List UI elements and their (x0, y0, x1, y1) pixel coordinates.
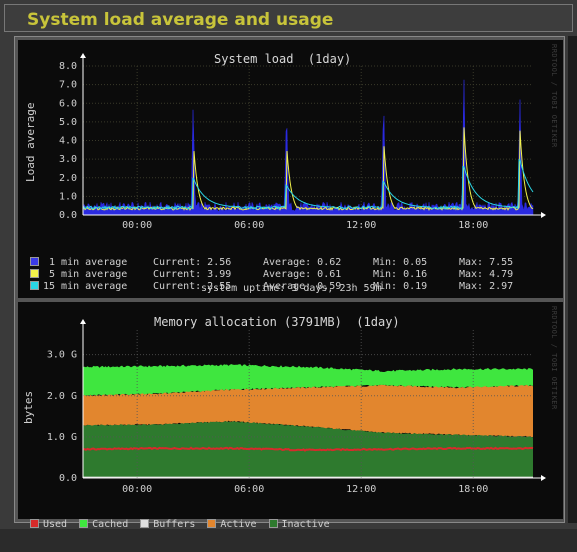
legend-swatch (207, 518, 217, 528)
mem-x-tick: 00:00 (122, 484, 152, 495)
load-legend-min: Min: 0.19 (373, 281, 428, 292)
load-legend-current: Current: 3.99 (153, 269, 232, 280)
load-legend-current: Current: 2.55 (153, 281, 232, 292)
mem-x-tick: 12:00 (346, 484, 376, 495)
mem-legend-item: Buffers (140, 518, 196, 530)
mem-legend-item: Inactive (268, 518, 330, 530)
legend-swatch (30, 256, 39, 266)
window: System load average and usage System loa… (0, 0, 577, 530)
mem-y-tick: 0.0 (59, 473, 77, 484)
mem-y-tick: 2.0 G (47, 391, 77, 402)
load-legend-max: Max: 2.97 (459, 281, 514, 292)
mem-used-line (82, 446, 534, 452)
mem-active-area (83, 384, 533, 438)
load-legend-average: Average: 0.61 (263, 269, 342, 280)
load-legend-display_name: 5 min average (43, 269, 128, 280)
mem-legend-item: Cached (79, 518, 129, 530)
load-x-tick: 00:00 (122, 220, 152, 231)
load-legend-display_name: 15 min average (43, 281, 128, 292)
load-x-tick: 12:00 (346, 220, 376, 231)
section-header: System load average and usage (4, 4, 573, 32)
load-legend-max: Max: 4.79 (459, 269, 514, 280)
mem-cached-area (83, 364, 533, 397)
memory-chart-svg: 0.0 1.0 G 2.0 G 3.0 G 00:00 06:00 12:00 18:00 (47, 319, 546, 495)
mem-y-arrow (80, 319, 86, 324)
load-y-tick: 7.0 (59, 80, 77, 91)
legend-swatch (140, 518, 150, 528)
mem-legend-label: Buffers (153, 519, 196, 530)
legend-swatch (268, 518, 278, 528)
load-graph-title: System load (1day) (214, 52, 352, 66)
load-y-tick: 8.0 (59, 61, 77, 72)
load-y-tick: 0.0 (59, 210, 77, 221)
load-legend-min: Min: 0.05 (373, 257, 428, 268)
legend-swatch (30, 518, 39, 528)
load-legend-max: Max: 7.55 (459, 257, 514, 268)
scroll-gutter (568, 36, 577, 523)
legend-swatch (30, 280, 39, 290)
load-y-tick: 5.0 (59, 117, 77, 128)
uptime-text: system uptime: 3 days, 23h 59m (201, 283, 382, 294)
mem-legend-label: Active (220, 519, 257, 530)
load-x-tick: 18:00 (458, 220, 488, 231)
mem-y-tick: 3.0 G (47, 350, 77, 361)
load-legend-current: Current: 2.56 (153, 257, 232, 268)
load-y-tick: 2.0 (59, 173, 77, 184)
load-y-arrow (80, 53, 86, 58)
load-y-tick: 6.0 (59, 98, 77, 109)
load-legend-row: 15 min average Current: 2.55 Average: 0.59… (30, 280, 539, 293)
load-legend: 1 min average Current: 2.56 Average: 0.62 M… (30, 235, 539, 315)
section-title: System load average and usage (27, 10, 334, 30)
mem-legend-label: Cached (92, 519, 129, 530)
load-chart-svg: 0.0 1.0 2.0 3.0 4.0 5.0 6.0 7.0 8.0 00:00 06:00 12:… (59, 53, 546, 231)
load-15min-line (82, 159, 534, 211)
memory-legend: Used Cached Buffers Active Inactive (30, 497, 342, 552)
load-average-graph[interactable]: System load (1day) Load average RRDTOOL … (18, 40, 563, 298)
memory-graph-title: Memory allocation (3791MB) (1day) (154, 315, 400, 329)
load-legend-display_name: 1 min average (43, 257, 128, 268)
mem-legend-item: Used (30, 518, 68, 530)
load-x-tick: 06:00 (234, 220, 264, 231)
legend-swatch (79, 518, 89, 528)
mem-legend-item: Active (207, 518, 257, 530)
load-y-tick: 3.0 (59, 154, 77, 165)
legend-swatch (30, 268, 39, 278)
mem-legend-label: Used (43, 519, 68, 530)
load-x-arrow (541, 212, 546, 218)
load-legend-row: 5 min average Current: 3.99 Average: 0.61 M… (30, 268, 539, 281)
load-5min-line (82, 127, 534, 212)
load-legend-average: Average: 0.59 (263, 281, 342, 292)
memory-allocation-graph[interactable]: Memory allocation (3791MB) (1day) bytes … (18, 302, 563, 530)
load-y-tick: 4.0 (59, 136, 77, 147)
mem-y-tick: 1.0 G (47, 432, 77, 443)
mem-x-tick: 18:00 (458, 484, 488, 495)
mem-x-arrow (541, 475, 546, 481)
load-legend-average: Average: 0.62 (263, 257, 342, 268)
load-legend-row: 1 min average Current: 2.56 Average: 0.62 M… (30, 256, 539, 269)
mem-x-tick: 06:00 (234, 484, 264, 495)
mem-legend-label: Inactive (281, 519, 330, 530)
load-y-tick: 1.0 (59, 191, 77, 202)
load-legend-min: Min: 0.16 (373, 269, 428, 280)
